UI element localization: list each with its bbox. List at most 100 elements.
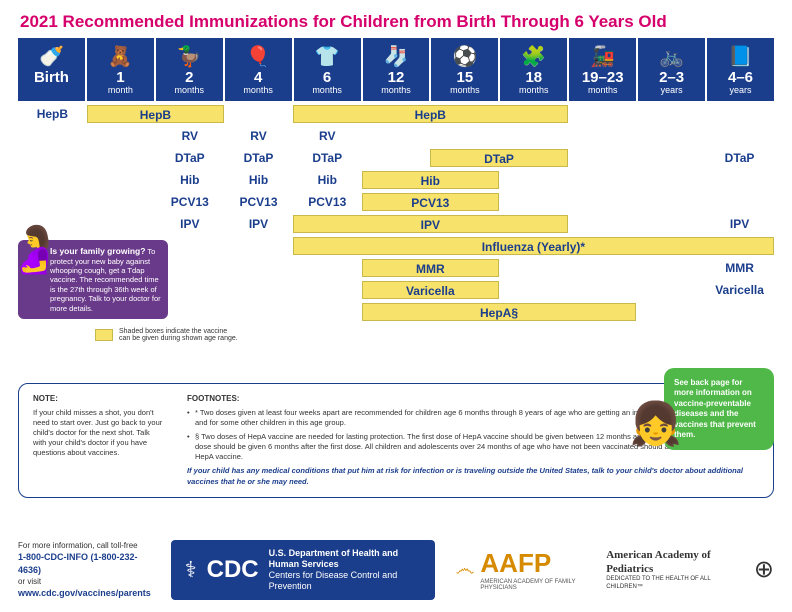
vaccine-label: PCV13 (293, 193, 362, 211)
pregnancy-body: To protect your new baby against whoopin… (50, 247, 161, 313)
age-column: 🧸1month (87, 38, 154, 101)
vaccine-label: IPV (155, 215, 224, 233)
age-icon: 🧩 (502, 42, 565, 70)
vaccine-chart: HepBHepBHepBRVRVRVDTaPDTaPDTaPDTaPDTaPHi… (18, 105, 774, 365)
age-unit: months (571, 85, 634, 95)
age-icon: 🎈 (227, 42, 290, 70)
aap-sub: DEDICATED TO THE HEALTH OF ALL CHILDREN™ (606, 576, 734, 592)
age-unit: years (640, 85, 703, 95)
age-column: 🦆2months (156, 38, 223, 101)
age-icon: ⚽ (433, 42, 496, 70)
age-number: 18 (502, 70, 565, 85)
vaccine-bar: PCV13 (362, 193, 499, 211)
age-unit: months (158, 85, 221, 95)
age-column: 🚲2–3years (638, 38, 705, 101)
cdc-logo-block: ⚕ CDC U.S. Department of Health and Huma… (171, 540, 436, 599)
age-column: ⚽15months (431, 38, 498, 101)
age-column: 📘4–6years (707, 38, 774, 101)
note-heading: NOTE: (33, 394, 163, 405)
age-number: 6 (296, 70, 359, 85)
age-column: 🧩18months (500, 38, 567, 101)
age-unit: years (709, 85, 772, 95)
vaccine-bar: HepA§ (362, 303, 637, 321)
vaccine-label: MMR (705, 259, 774, 277)
age-unit: month (89, 85, 152, 95)
vaccine-label: DTaP (293, 149, 362, 167)
vaccine-label: IPV (224, 215, 293, 233)
age-icon: 🚲 (640, 42, 703, 70)
cdc-sub: Centers for Disease Control and Preventi… (269, 570, 422, 592)
cdc-dept: U.S. Department of Health and Human Serv… (269, 548, 422, 570)
age-icon: 👕 (296, 42, 359, 70)
vaccine-label: DTaP (224, 149, 293, 167)
age-icon: 🧸 (89, 42, 152, 70)
age-number: 15 (433, 70, 496, 85)
age-icon: 🚂 (571, 42, 634, 70)
age-number: 4 (227, 70, 290, 85)
vaccine-label: RV (224, 127, 293, 145)
hhs-seal-icon: ⚕ (185, 557, 197, 583)
vaccine-label: Varicella (705, 281, 774, 299)
age-column: 🧦12months (363, 38, 430, 101)
page-title: 2021 Recommended Immunizations for Child… (0, 0, 792, 38)
age-icon: 📘 (709, 42, 772, 70)
vaccine-label: DTaP (705, 149, 774, 167)
age-number: 19–23 (571, 70, 634, 85)
age-unit: months (296, 85, 359, 95)
website-url: www.cdc.gov/vaccines/parents (18, 587, 151, 600)
legend-text: Shaded boxes indicate the vaccine can be… (119, 328, 239, 342)
vaccine-label: Hib (155, 171, 224, 189)
vaccine-bar: HepB (293, 105, 568, 123)
legend-swatch (95, 329, 113, 341)
age-number: 2–3 (640, 70, 703, 85)
phone-number: 1-800-CDC-INFO (1-800-232-4636) (18, 551, 151, 576)
age-number: 1 (89, 70, 152, 85)
contact-info: For more information, call toll-free 1-8… (18, 540, 151, 600)
age-number: 4–6 (709, 70, 772, 85)
note-body: If your child misses a shot, you don't n… (33, 408, 163, 459)
vaccine-label: IPV (705, 215, 774, 233)
vaccine-bar: MMR (362, 259, 499, 277)
age-icon: 🧦 (365, 42, 428, 70)
vaccine-label: PCV13 (224, 193, 293, 211)
age-timeline: 🍼Birth🧸1month🦆2months🎈4months👕6months🧦12… (18, 38, 774, 101)
age-unit: months (227, 85, 290, 95)
aafp-logo-block: ෴ AAFP AMERICAN ACADEMY OF FAMILY PHYSIC… (455, 548, 586, 591)
aafp-flame-icon: ෴ (455, 558, 474, 581)
footnote-italic: If your child has any medical conditions… (187, 466, 759, 486)
vaccine-bar: IPV (293, 215, 568, 233)
vaccine-label: Hib (293, 171, 362, 189)
cdc-logo-icon: CDC (207, 556, 259, 584)
age-number: 12 (365, 70, 428, 85)
aafp-logo-text: AAFP (480, 548, 586, 579)
age-column: 👕6months (294, 38, 361, 101)
vaccine-label: Hib (224, 171, 293, 189)
age-number: Birth (20, 70, 83, 85)
pregnant-woman-icon: 🤰 (6, 222, 63, 277)
pregnancy-heading: Is your family growing? (50, 246, 145, 256)
aap-logo-block: American Academy of Pediatrics DEDICATED… (606, 548, 734, 592)
aafp-sub: AMERICAN ACADEMY OF FAMILY PHYSICIANS (480, 579, 586, 591)
vaccine-bar: Varicella (362, 281, 499, 299)
vaccine-bar: HepB (87, 105, 224, 123)
age-unit: months (502, 85, 565, 95)
vaccine-bar: DTaP (430, 149, 567, 167)
age-column: 🎈4months (225, 38, 292, 101)
aap-title: American Academy of Pediatrics (606, 549, 710, 575)
vaccine-label: PCV13 (155, 193, 224, 211)
child-icon: 👧 (630, 400, 682, 449)
legend: Shaded boxes indicate the vaccine can be… (95, 328, 239, 342)
age-icon: 🦆 (158, 42, 221, 70)
vaccine-bar: Hib (362, 171, 499, 189)
vaccine-label: DTaP (155, 149, 224, 167)
age-number: 2 (158, 70, 221, 85)
age-unit: months (365, 85, 428, 95)
age-icon: 🍼 (20, 42, 83, 70)
footer: For more information, call toll-free 1-8… (18, 540, 774, 600)
age-column: 🚂19–23months (569, 38, 636, 101)
vaccine-label: RV (155, 127, 224, 145)
vaccine-label: RV (293, 127, 362, 145)
vaccine-bar: Influenza (Yearly)* (293, 237, 774, 255)
age-column: 🍼Birth (18, 38, 85, 101)
aap-seal-icon: ⊕ (754, 555, 774, 584)
